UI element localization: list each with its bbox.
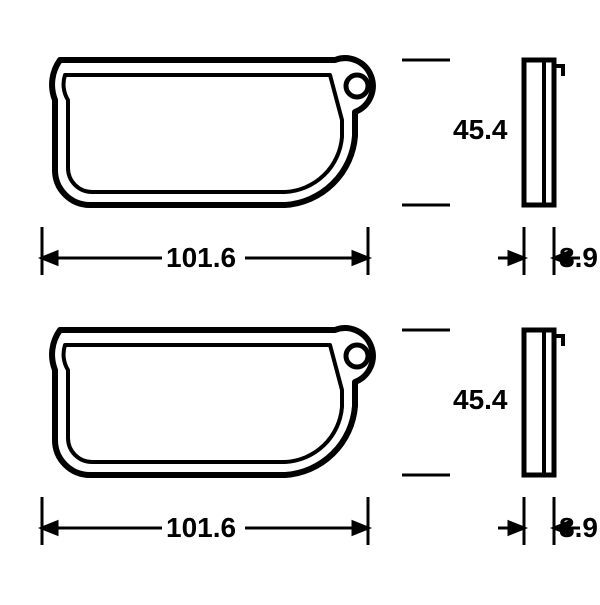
pad2-front	[52, 328, 373, 475]
pad2-height-label: 45.4	[453, 384, 508, 416]
pad1-height-dim	[402, 60, 450, 205]
pad1-width-label: 101.6	[166, 242, 236, 274]
pad1-side	[524, 60, 563, 205]
pad1-thickness-label: 8.9	[559, 242, 598, 274]
pad2-side	[524, 330, 563, 475]
pad1-height-label: 45.4	[453, 114, 508, 146]
pad2-height-dim	[402, 330, 450, 475]
technical-drawing: 45.4 101.6 8.9 45.4 101.6 8.9	[0, 0, 600, 600]
drawing-svg	[0, 0, 600, 600]
pad2-thickness-label: 8.9	[559, 512, 598, 544]
pad2-width-label: 101.6	[166, 512, 236, 544]
pad1-front	[52, 58, 373, 205]
